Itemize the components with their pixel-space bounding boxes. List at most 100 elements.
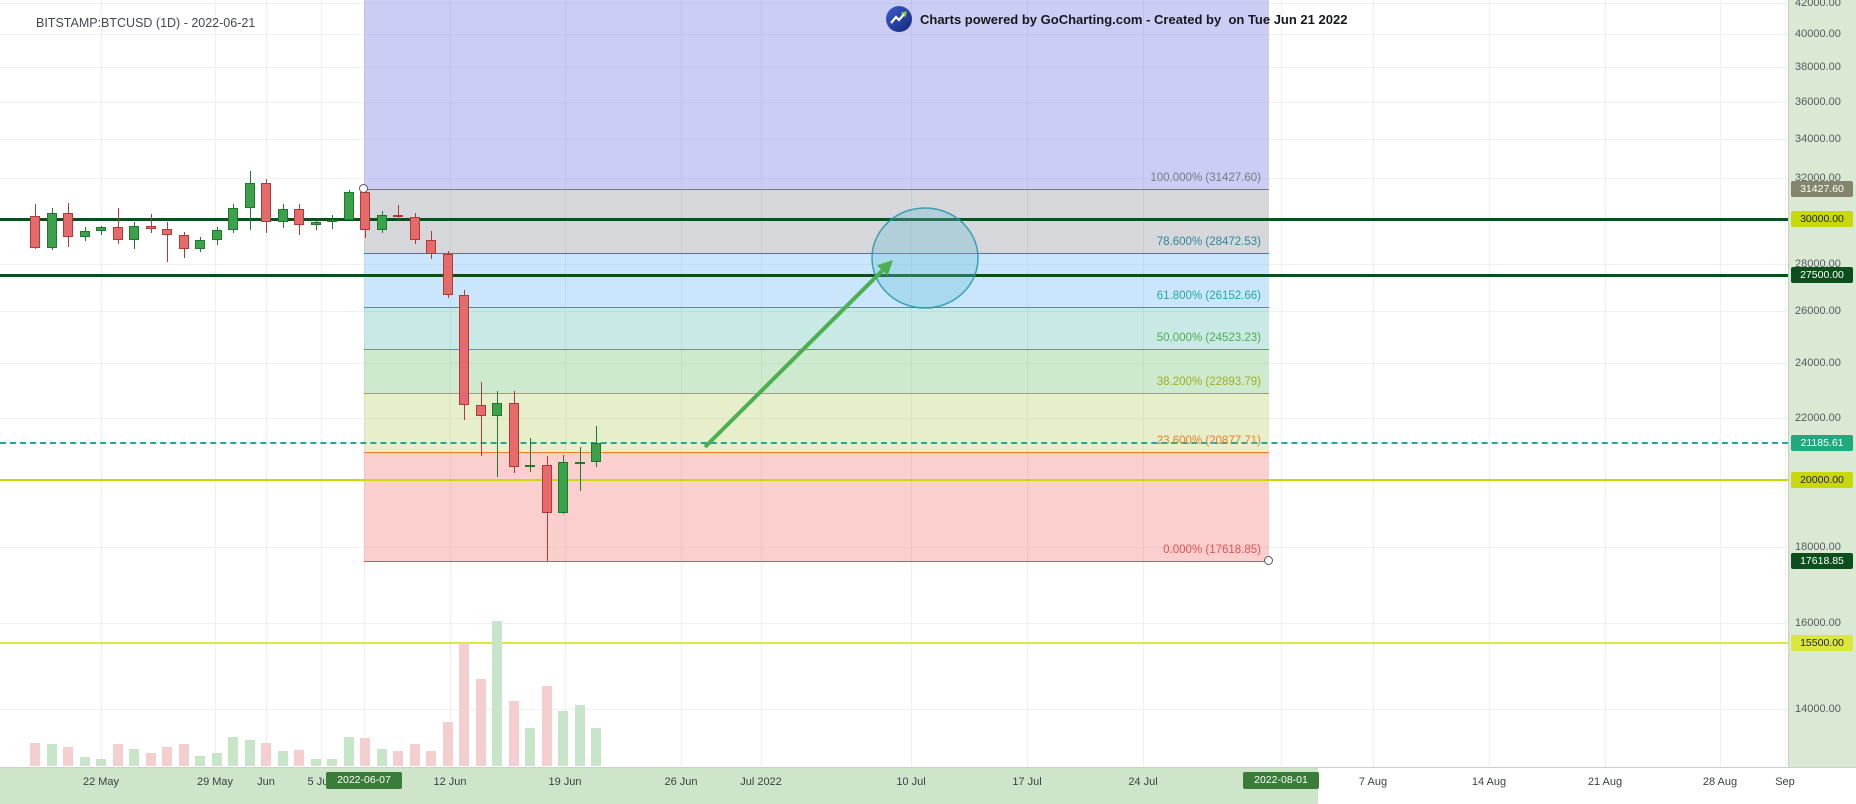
y-tick-label: 36000.00	[1795, 96, 1841, 108]
volume-bar	[162, 747, 172, 766]
volume-bar	[508, 701, 519, 766]
candle-body	[508, 403, 519, 467]
trend-arrow-head[interactable]	[877, 260, 893, 276]
gridline-h	[0, 311, 1788, 312]
volume-bar	[442, 722, 453, 766]
y-tick-label: 18000.00	[1795, 541, 1841, 553]
x-tick-label: 28 Aug	[1702, 776, 1738, 788]
fib-level-label: 61.800% (26152.66)	[1156, 290, 1261, 302]
price-axis-badge: 27500.00	[1791, 267, 1853, 283]
volume-bar	[112, 744, 123, 766]
candle-body	[574, 462, 585, 464]
volume-bar	[310, 759, 321, 766]
gridline-v	[761, 0, 762, 767]
gridline-v	[1720, 0, 1721, 767]
volume-bar	[343, 737, 354, 766]
price-line[interactable]	[0, 274, 1788, 277]
candle-body	[129, 226, 139, 240]
current-price-line[interactable]	[0, 442, 1788, 444]
x-tick-label: 24 Jul	[1128, 776, 1158, 788]
candle-body	[591, 443, 601, 462]
trend-arrow-line[interactable]	[703, 269, 884, 449]
gridline-v	[321, 0, 322, 767]
candle-body	[393, 215, 403, 217]
candle-body	[426, 240, 436, 254]
price-axis-badge: 17618.85	[1791, 553, 1853, 569]
gocharting-logo-icon	[886, 6, 912, 32]
gridline-h	[0, 623, 1788, 624]
volume-bar	[574, 705, 585, 766]
price-line[interactable]	[0, 479, 1788, 481]
gridline-v	[215, 0, 216, 767]
x-tick-label: 17 Jul	[1012, 776, 1042, 788]
gridline-v	[565, 0, 566, 767]
volume-bar	[591, 728, 601, 766]
price-line[interactable]	[0, 642, 1788, 644]
candle-body	[79, 231, 90, 237]
fib-level-line	[364, 189, 1269, 190]
volume-bar	[129, 749, 139, 766]
gridline-h	[0, 418, 1788, 419]
price-chart-pane[interactable]: BITSTAMP:BTCUSD (1D) - 2022-06-21 Charts…	[0, 0, 1788, 767]
gridline-h	[0, 139, 1788, 140]
candle-wick	[398, 205, 399, 220]
candle-body	[30, 216, 40, 248]
fib-band	[364, 189, 1269, 253]
volume-bar	[558, 711, 568, 766]
y-tick-label: 38000.00	[1795, 61, 1841, 73]
price-axis-badge: 31427.60	[1791, 181, 1853, 197]
candle-wick	[167, 222, 168, 262]
candle-body	[310, 222, 321, 225]
gridline-v	[1281, 0, 1282, 767]
volume-bar	[145, 753, 156, 766]
volume-bar	[393, 751, 403, 766]
candle-body	[492, 403, 502, 416]
candle-body	[277, 209, 288, 222]
gridline-v	[1027, 0, 1028, 767]
volume-bar	[409, 744, 420, 766]
gridline-h	[0, 363, 1788, 364]
volume-bar	[211, 753, 222, 766]
candle-body	[409, 217, 420, 240]
fib-anchor-handle[interactable]	[359, 184, 368, 193]
candle-wick	[530, 438, 531, 472]
fib-level-label: 38.200% (22893.79)	[1156, 376, 1261, 388]
candle-body	[475, 405, 486, 416]
x-tick-label: 21 Aug	[1587, 776, 1623, 788]
fib-anchor-handle[interactable]	[1264, 556, 1273, 565]
gridline-v	[364, 0, 365, 767]
x-tick-label: 26 Jun	[664, 776, 698, 788]
price-line[interactable]	[0, 218, 1788, 221]
highlight-ellipse[interactable]	[871, 207, 979, 309]
attribution-text: Charts powered by GoCharting.com - Creat…	[920, 12, 1347, 27]
fib-band	[364, 307, 1269, 349]
fib-level-line	[364, 253, 1269, 254]
candle-body	[178, 235, 189, 249]
volume-bar	[96, 759, 106, 766]
gridline-h	[0, 709, 1788, 710]
x-tick-label: 29 May	[196, 776, 234, 788]
volume-bar	[277, 751, 288, 766]
gridline-v	[101, 0, 102, 767]
gridline-v	[1373, 0, 1374, 767]
x-tick-label: Jul 2022	[740, 776, 782, 788]
price-axis-badge: 15500.00	[1791, 635, 1853, 651]
volume-bar	[475, 679, 486, 766]
candle-wick	[118, 208, 119, 244]
fib-level-label: 0.000% (17618.85)	[1163, 544, 1261, 556]
gridline-h	[0, 178, 1788, 179]
fib-date-badge: 2022-06-07	[326, 772, 402, 789]
candle-body	[376, 215, 387, 230]
x-tick-label: 19 Jun	[548, 776, 582, 788]
fib-band-above-100	[364, 0, 1269, 189]
fib-level-line	[364, 349, 1269, 350]
candle-body	[145, 226, 156, 229]
y-tick-label: 26000.00	[1795, 305, 1841, 317]
y-tick-label: 22000.00	[1795, 412, 1841, 424]
candle-body	[442, 254, 453, 295]
volume-bar	[525, 728, 535, 766]
price-axis-badge: 21185.61	[1791, 435, 1853, 451]
price-axis[interactable]: 42000.00 40000.00 38000.00 36000.00 34000.00…	[1788, 0, 1856, 767]
time-axis[interactable]: 22 May 29 May Jun 5 Jun 12 Jun 19 Jun 26 Jun Ju…	[0, 767, 1856, 804]
candle-wick	[316, 220, 317, 230]
